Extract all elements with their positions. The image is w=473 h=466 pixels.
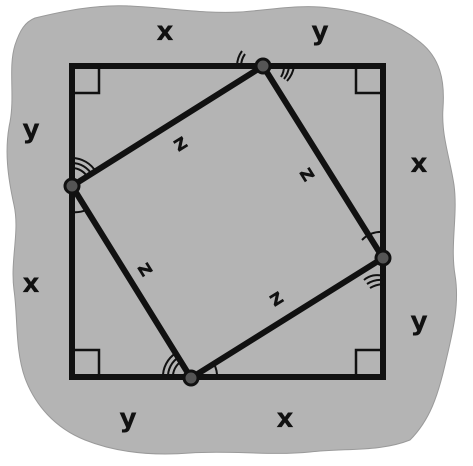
- label-right-upper-x: x: [410, 148, 427, 179]
- label-top-right-y: y: [311, 16, 329, 47]
- angle-arcs-right-vertex: [361, 230, 384, 289]
- angle-arcs-bottom-vertex: [161, 352, 219, 379]
- vertex-dot-top: [254, 57, 272, 75]
- vertex-dot-bottom: [182, 369, 200, 387]
- vertex-dot-left: [63, 177, 81, 195]
- label-bottom-right-x: x: [276, 403, 293, 434]
- label-right-lower-y: y: [410, 306, 428, 337]
- label-left-lower-x: x: [22, 268, 39, 299]
- label-top-left-x: x: [156, 16, 173, 47]
- gray-background-blob: [6, 5, 458, 455]
- angle-arcs-left-vertex: [71, 157, 97, 214]
- angle-arcs-top-vertex: [236, 50, 295, 82]
- right-angle-marker-top-right: [354, 66, 383, 95]
- outer-square: [69, 63, 386, 380]
- right-angle-marker-bottom-left: [72, 348, 101, 377]
- right-angle-marker-bottom-right: [354, 348, 383, 377]
- vertex-dot-right: [374, 249, 392, 267]
- label-bottom-left-y: y: [119, 403, 137, 434]
- label-left-upper-y: y: [22, 114, 40, 145]
- right-angle-marker-top-left: [72, 66, 101, 95]
